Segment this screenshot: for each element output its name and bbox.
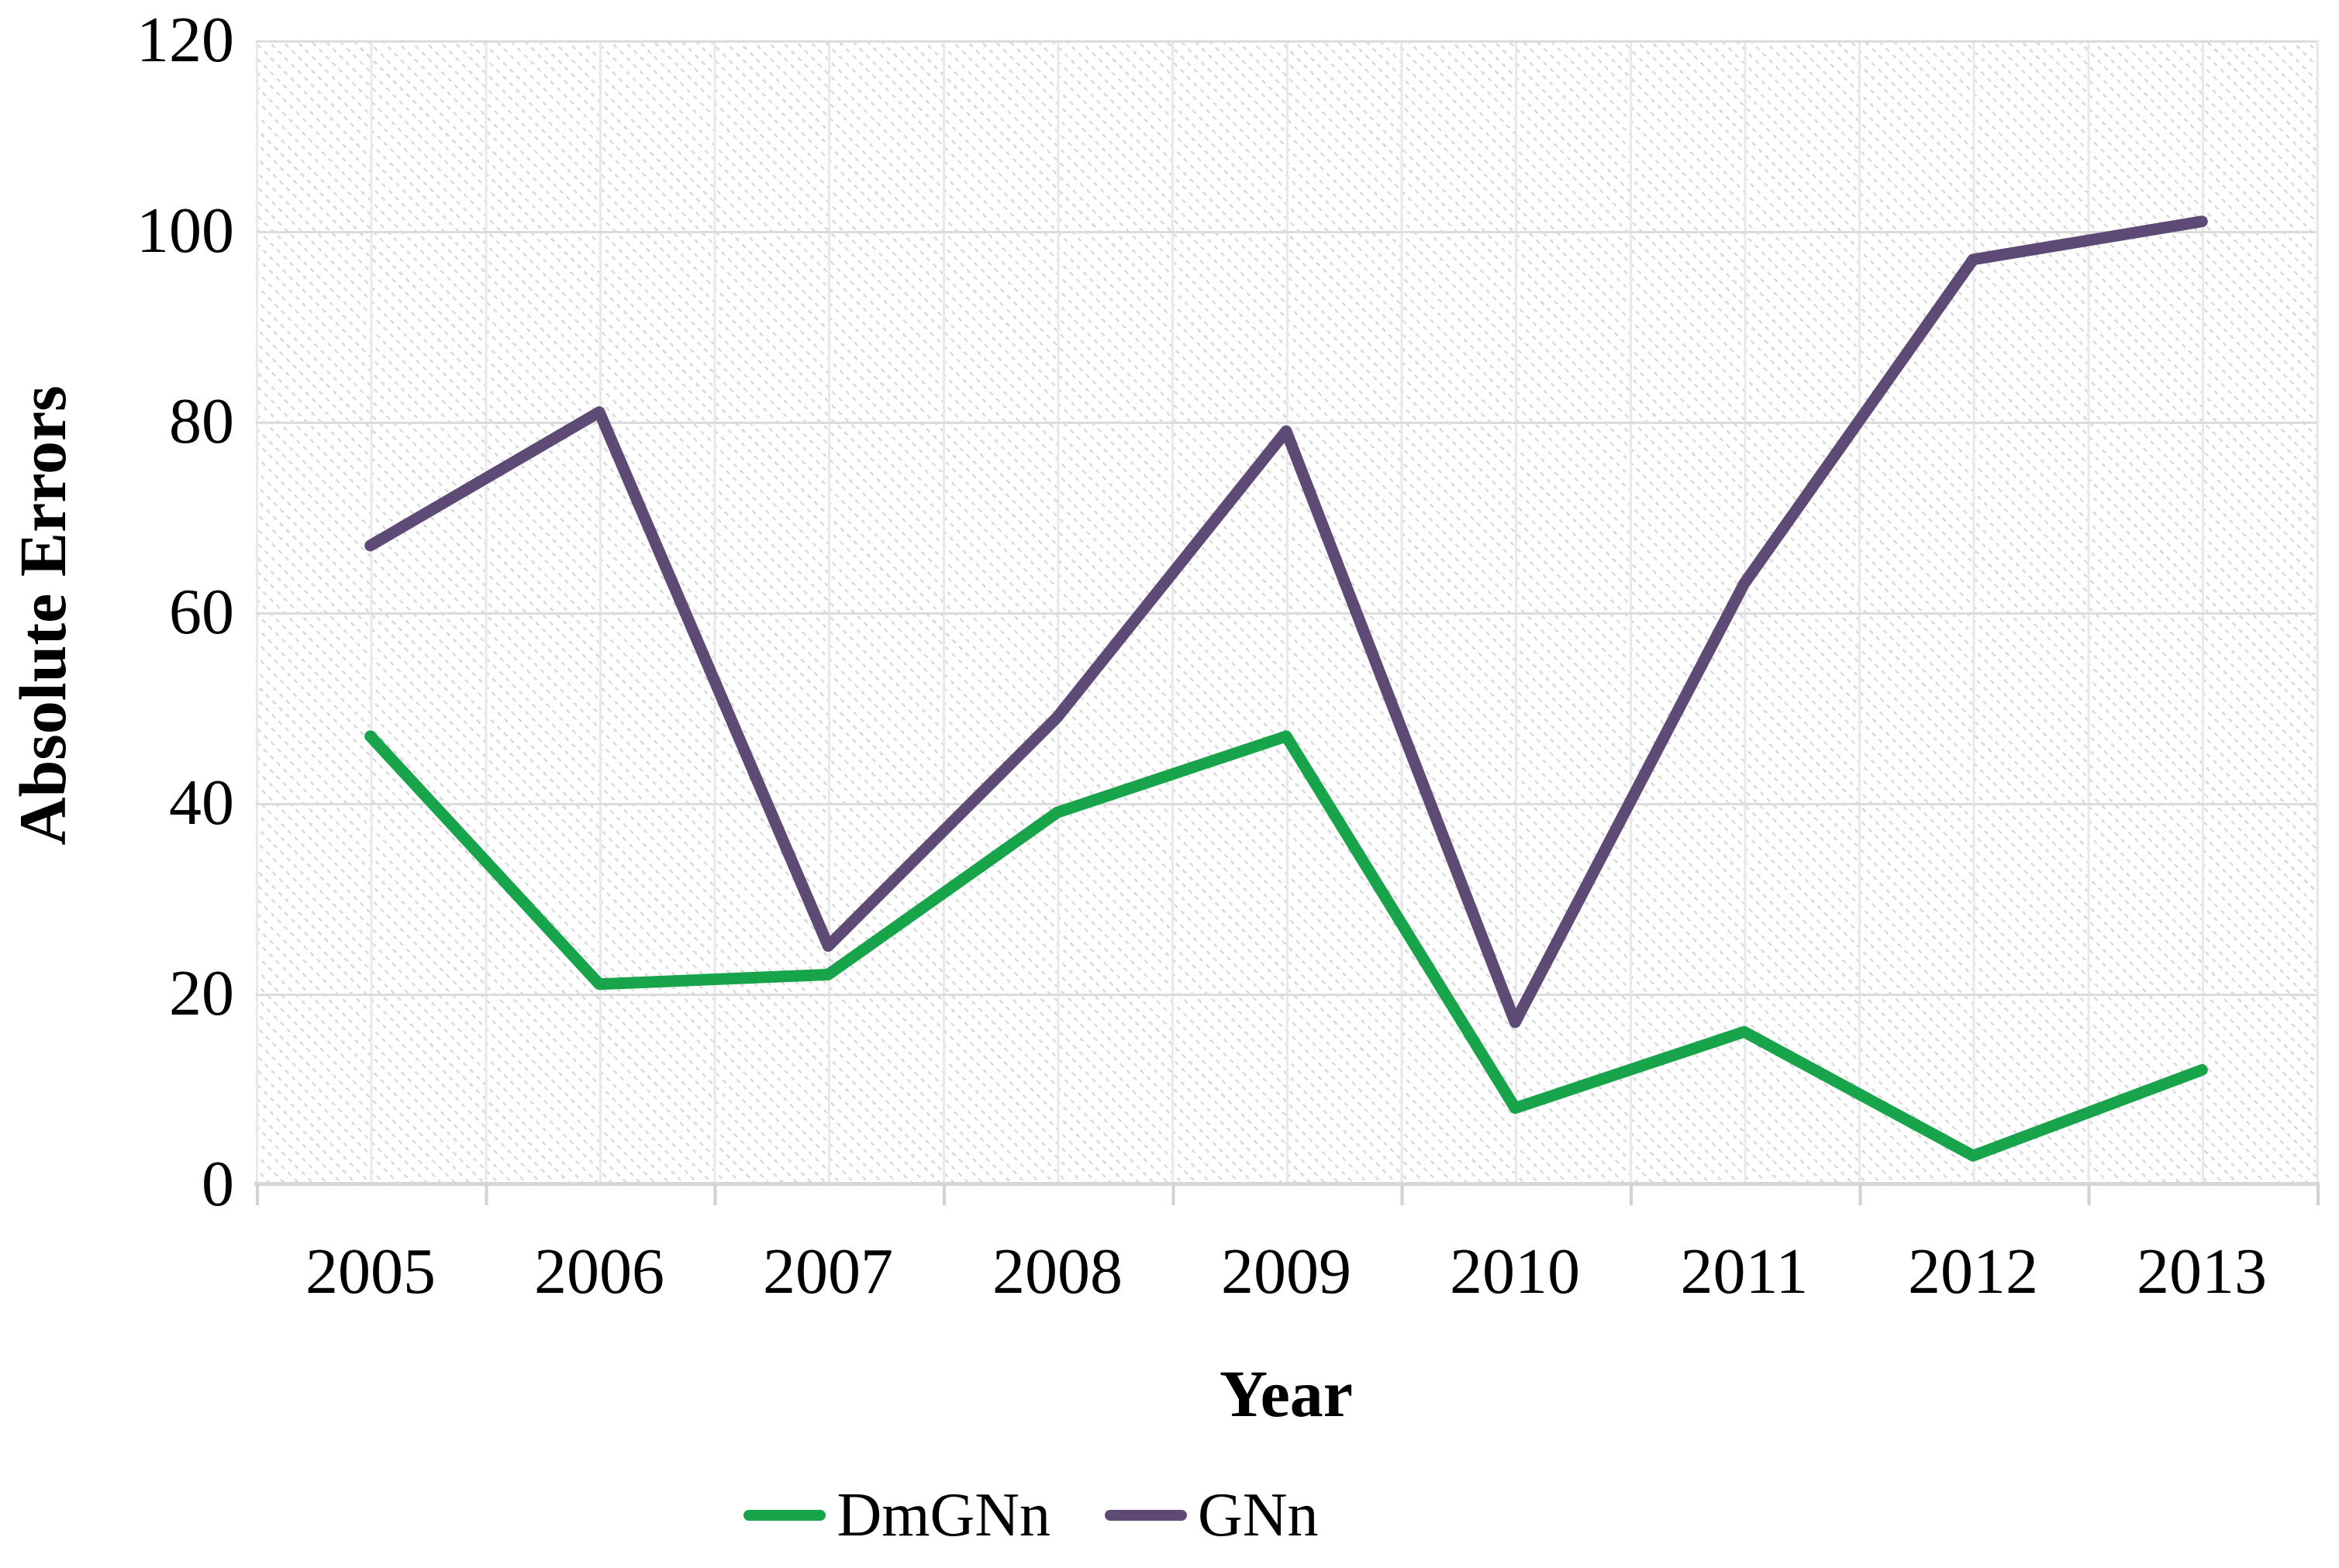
plot-area — [256, 40, 2319, 1184]
x-tick-label: 2008 — [992, 1235, 1123, 1308]
x-tick-label: 2012 — [1908, 1235, 2038, 1308]
y-tick-label: 20 — [169, 957, 234, 1029]
x-axis-tick-marks — [256, 1184, 2320, 1205]
x-tick-label: 2005 — [305, 1235, 436, 1308]
legend: DmGNn GNn — [0, 1473, 2062, 1558]
x-tick-label: 2010 — [1450, 1235, 1580, 1308]
series-layer — [364, 215, 2208, 1162]
legend-label-gnn: GNn — [1198, 1481, 1319, 1549]
y-axis-title: Absolute Errors — [5, 385, 80, 846]
x-tick-label: 2007 — [763, 1235, 893, 1308]
gnn-line-series — [364, 215, 2208, 1029]
y-tick-label: 120 — [136, 4, 234, 76]
y-tick-label: 100 — [136, 195, 234, 267]
y-tick-label: 0 — [202, 1148, 234, 1220]
x-tick-label: 2006 — [534, 1235, 664, 1308]
x-tick-label: 2011 — [1680, 1235, 1809, 1308]
x-tick-label: 2009 — [1221, 1235, 1351, 1308]
dmgnn-line-series — [364, 730, 2208, 1162]
y-tick-label: 80 — [169, 385, 234, 457]
x-axis-line — [254, 1182, 2320, 1186]
gnn-line-swatch-icon — [1105, 1510, 1187, 1521]
x-axis-title: Year — [1220, 1356, 1353, 1431]
y-tick-label: 60 — [169, 576, 234, 648]
legend-item-dmgnn: DmGNn — [743, 1477, 1050, 1554]
dmgnn-line-swatch-icon — [743, 1510, 826, 1521]
legend-item-gnn: GNn — [1105, 1477, 1319, 1554]
y-tick-label: 40 — [169, 767, 234, 839]
x-tick-label: 2013 — [2137, 1235, 2267, 1308]
legend-label-dmgnn: DmGNn — [837, 1481, 1050, 1549]
